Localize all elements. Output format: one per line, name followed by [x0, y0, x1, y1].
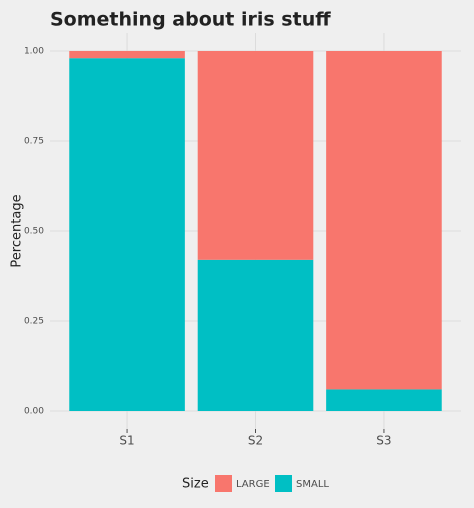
y-tick-label: 0.25 [24, 317, 44, 327]
y-tick-label: 0.50 [24, 227, 44, 237]
legend-label: LARGE [236, 479, 270, 490]
legend-swatch [275, 475, 292, 492]
bar-segment [69, 58, 185, 411]
y-tick-label: 1.00 [24, 47, 44, 57]
bar-segment [197, 51, 314, 260]
y-tick-label: 0.00 [24, 407, 44, 417]
legend-label: SMALL [296, 479, 329, 490]
legend-swatch [215, 475, 232, 492]
bar-segment [197, 259, 314, 411]
bar-segment [326, 51, 442, 390]
x-tick-label: S3 [376, 434, 391, 448]
bar-segment [326, 389, 442, 411]
y-tick-label: 0.75 [24, 137, 44, 147]
bar-segment [69, 51, 185, 59]
x-tick-label: S1 [119, 434, 134, 448]
legend-title: Size [182, 477, 209, 492]
x-tick-label: S2 [248, 434, 263, 448]
y-axis-label: Percentage [10, 194, 25, 267]
chart-title: Something about iris stuff [50, 9, 331, 31]
